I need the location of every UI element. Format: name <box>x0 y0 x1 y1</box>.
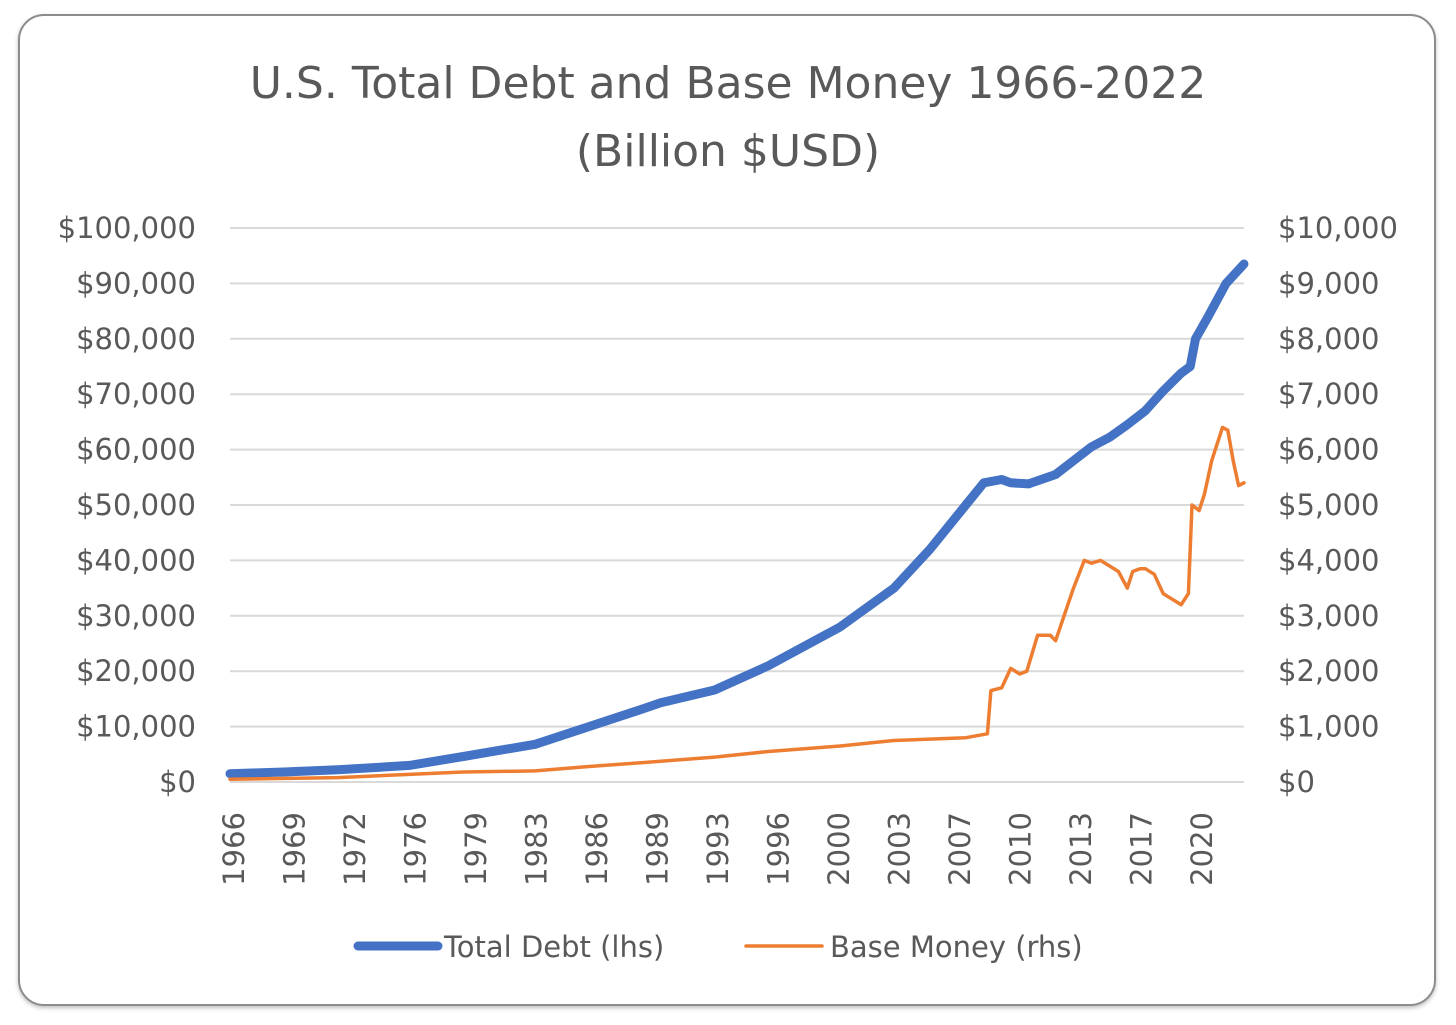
right-y-tick-label: $8,000 <box>1278 322 1379 356</box>
right-y-tick-label: $3,000 <box>1278 599 1379 633</box>
x-tick-label: 2013 <box>1064 812 1098 886</box>
x-tick-label: 1989 <box>641 812 675 886</box>
gridlines <box>230 227 1244 783</box>
legend-label: Total Debt (lhs) <box>443 930 664 964</box>
x-tick-label: 2000 <box>822 812 856 886</box>
x-tick-label: 1979 <box>459 812 493 886</box>
legend-label: Base Money (rhs) <box>830 930 1083 964</box>
left-y-tick-label: $90,000 <box>76 266 196 300</box>
left-y-tick-label: $0 <box>159 765 196 799</box>
chart-title-line-2: (Billion $USD) <box>576 126 880 177</box>
right-y-tick-label: $5,000 <box>1278 488 1379 522</box>
right-y-tick-label: $4,000 <box>1278 543 1379 577</box>
series-line-base-money <box>228 425 1246 781</box>
right-y-tick-label: $7,000 <box>1278 377 1379 411</box>
left-y-tick-label: $100,000 <box>58 211 196 245</box>
x-tick-label: 1993 <box>701 812 735 886</box>
x-tick-label: 2010 <box>1004 812 1038 886</box>
left-y-tick-label: $20,000 <box>76 654 196 688</box>
x-tick-label: 1996 <box>762 812 796 886</box>
left-y-tick-label: $60,000 <box>76 433 196 467</box>
right-y-axis: $0 $1,000 $2,000 $3,000 $4,000 $5,000 $6,000 $7… <box>1278 211 1398 799</box>
right-y-tick-label: $9,000 <box>1278 266 1379 300</box>
x-tick-label: 1969 <box>278 812 312 886</box>
x-axis: 1966 1969 1972 1976 1979 1983 1986 1989 1993 1996… <box>217 812 1219 886</box>
series-line-total-debt <box>225 259 1249 779</box>
left-y-tick-label: $30,000 <box>76 599 196 633</box>
left-y-tick-label: $10,000 <box>76 710 196 744</box>
left-y-tick-label: $70,000 <box>76 377 196 411</box>
left-y-tick-label: $50,000 <box>76 488 196 522</box>
right-y-tick-label: $2,000 <box>1278 654 1379 688</box>
left-y-tick-label: $80,000 <box>76 322 196 356</box>
x-tick-label: 1972 <box>338 812 372 886</box>
left-y-axis: $0 $10,000 $20,000 $30,000 $40,000 $50,000 $60… <box>58 211 196 799</box>
chart-title-line-1: U.S. Total Debt and Base Money 1966-2022 <box>250 58 1207 109</box>
x-tick-label: 1976 <box>399 812 433 886</box>
x-tick-label: 2020 <box>1185 812 1219 886</box>
right-y-tick-label: $6,000 <box>1278 433 1379 467</box>
x-tick-label: 2007 <box>943 812 977 886</box>
legend: Total Debt (lhs) Base Money (rhs) <box>353 930 1083 964</box>
x-tick-label: 2003 <box>883 812 917 886</box>
series-lines <box>225 259 1249 781</box>
chart-title: U.S. Total Debt and Base Money 1966-2022… <box>250 58 1207 177</box>
x-tick-label: 2017 <box>1125 812 1159 886</box>
right-y-tick-label: $1,000 <box>1278 710 1379 744</box>
x-tick-label: 1983 <box>520 812 554 886</box>
left-y-tick-label: $40,000 <box>76 543 196 577</box>
x-tick-label: 1966 <box>217 812 251 886</box>
right-y-tick-label: $10,000 <box>1278 211 1398 245</box>
x-tick-label: 1986 <box>580 812 614 886</box>
right-y-tick-label: $0 <box>1278 765 1315 799</box>
